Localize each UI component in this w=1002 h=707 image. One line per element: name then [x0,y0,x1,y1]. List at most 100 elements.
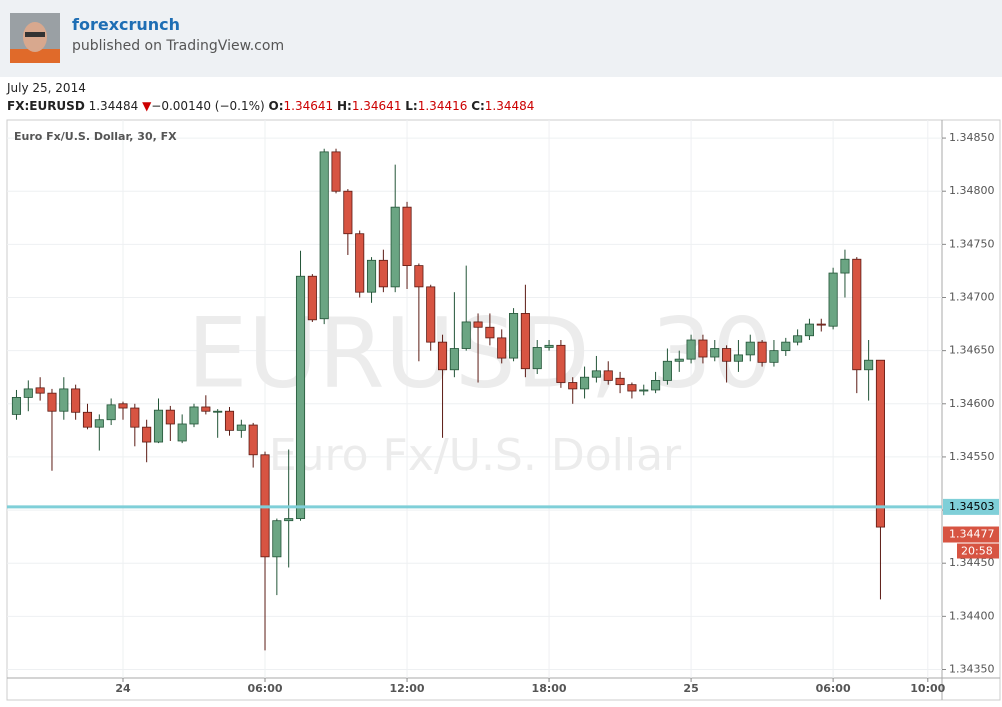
price-line-tag [943,498,999,515]
candle-body [781,341,791,352]
candle-body [295,275,306,519]
candle-body [544,344,554,348]
candle-body [35,387,45,394]
candle-body [568,382,578,390]
change: −0.00140 (−0.1%) [151,99,265,113]
candle-body [94,419,104,428]
candle-body [662,360,672,381]
candle-body [426,286,436,343]
y-tick-label: 1.34800 [949,184,995,197]
candle-body [840,258,850,274]
candle-body [651,379,661,391]
watermark-sub: Euro Fx/U.S. Dollar [269,430,682,481]
candle-body [343,190,353,235]
y-tick-label: 1.34400 [949,609,995,622]
c: 1.34484 [484,99,535,113]
candle-body [449,348,459,371]
candle-body [319,151,329,320]
candle-body [82,411,93,428]
candle-body [438,341,448,371]
candle-body [639,389,649,392]
candle-body [165,409,175,425]
last: 1.34484 [88,99,139,113]
candle-body [556,344,566,383]
y-tick-label: 1.34850 [949,131,995,144]
candle-body [804,323,814,337]
candle-body [272,520,282,558]
x-tick-label: 10:00 [910,682,945,695]
candle-body [153,409,164,443]
candle-body [745,341,755,356]
y-tick-label: 1.34600 [949,397,995,410]
h: 1.34641 [351,99,402,113]
x-tick-label: 18:00 [532,682,567,695]
candle-body [201,406,211,412]
candle-body [532,347,542,370]
candle-body [461,321,471,349]
candle-body [59,388,69,412]
candle-body [591,370,601,378]
y-tick-label: 1.34500 [949,503,995,516]
candle-body [627,384,637,392]
symbol: FX:EURUSD [7,99,85,113]
watermark: EURUSD, 30 [187,297,773,409]
candle-body [11,397,22,415]
candle-body [674,358,684,362]
candle-body [71,388,81,413]
candle-body [580,376,590,390]
candle-body [875,359,885,528]
candle-body [710,348,720,358]
candle-body [378,259,388,288]
x-tick-label: 06:00 [816,682,851,695]
candle-body [828,272,838,327]
c-label: C: [471,99,485,113]
candle-body [769,350,779,363]
l-label: L: [405,99,418,113]
candle-body [414,265,424,288]
avatar[interactable] [10,13,60,63]
y-tick-label: 1.34650 [949,344,995,357]
x-tick-label: 06:00 [248,682,283,695]
price-marker [943,526,999,543]
publisher: published on TradingView.com [72,38,285,54]
candle-body [793,335,803,343]
price-marker-label: 1.34477 [949,528,995,541]
candle-body [355,233,365,293]
header: forexcrunch published on TradingView.com [0,0,1002,77]
candle-body [224,410,235,431]
candle-body [260,454,270,558]
candle-body [757,341,767,363]
candle-body [864,359,874,371]
candle-body [47,392,57,412]
candle-body [520,313,530,370]
candle-body [130,407,140,428]
direction: ▼ [142,99,152,113]
candle-body [213,410,223,413]
y-tick-label: 1.34700 [949,290,995,303]
author[interactable]: forexcrunch [72,15,181,34]
candle-body [366,259,377,293]
candle-body [118,403,128,409]
o-label: O: [268,99,284,113]
candle-body [331,151,341,192]
time-marker-label: 20:58 [961,545,993,558]
date: July 25, 2014 [7,81,86,95]
y-tick-label: 1.34750 [949,237,995,250]
o: 1.34641 [283,99,334,113]
x-tick-label: 24 [115,682,131,695]
candle-body [307,275,317,321]
candle-body [142,426,152,443]
y-tick-label: 1.34350 [949,662,995,675]
candle-body [106,404,116,421]
candle-body [698,339,708,358]
x-tick-label: 12:00 [390,682,425,695]
candle-body [852,258,862,371]
chart-title: Euro Fx/U.S. Dollar, 30, FX [14,130,177,143]
l: 1.34416 [417,99,468,113]
x-tick-label: 25 [683,682,698,695]
candle-body [390,206,400,288]
candle-body [402,206,412,267]
y-tick-label: 1.34450 [949,556,995,569]
candle-body [733,354,743,362]
